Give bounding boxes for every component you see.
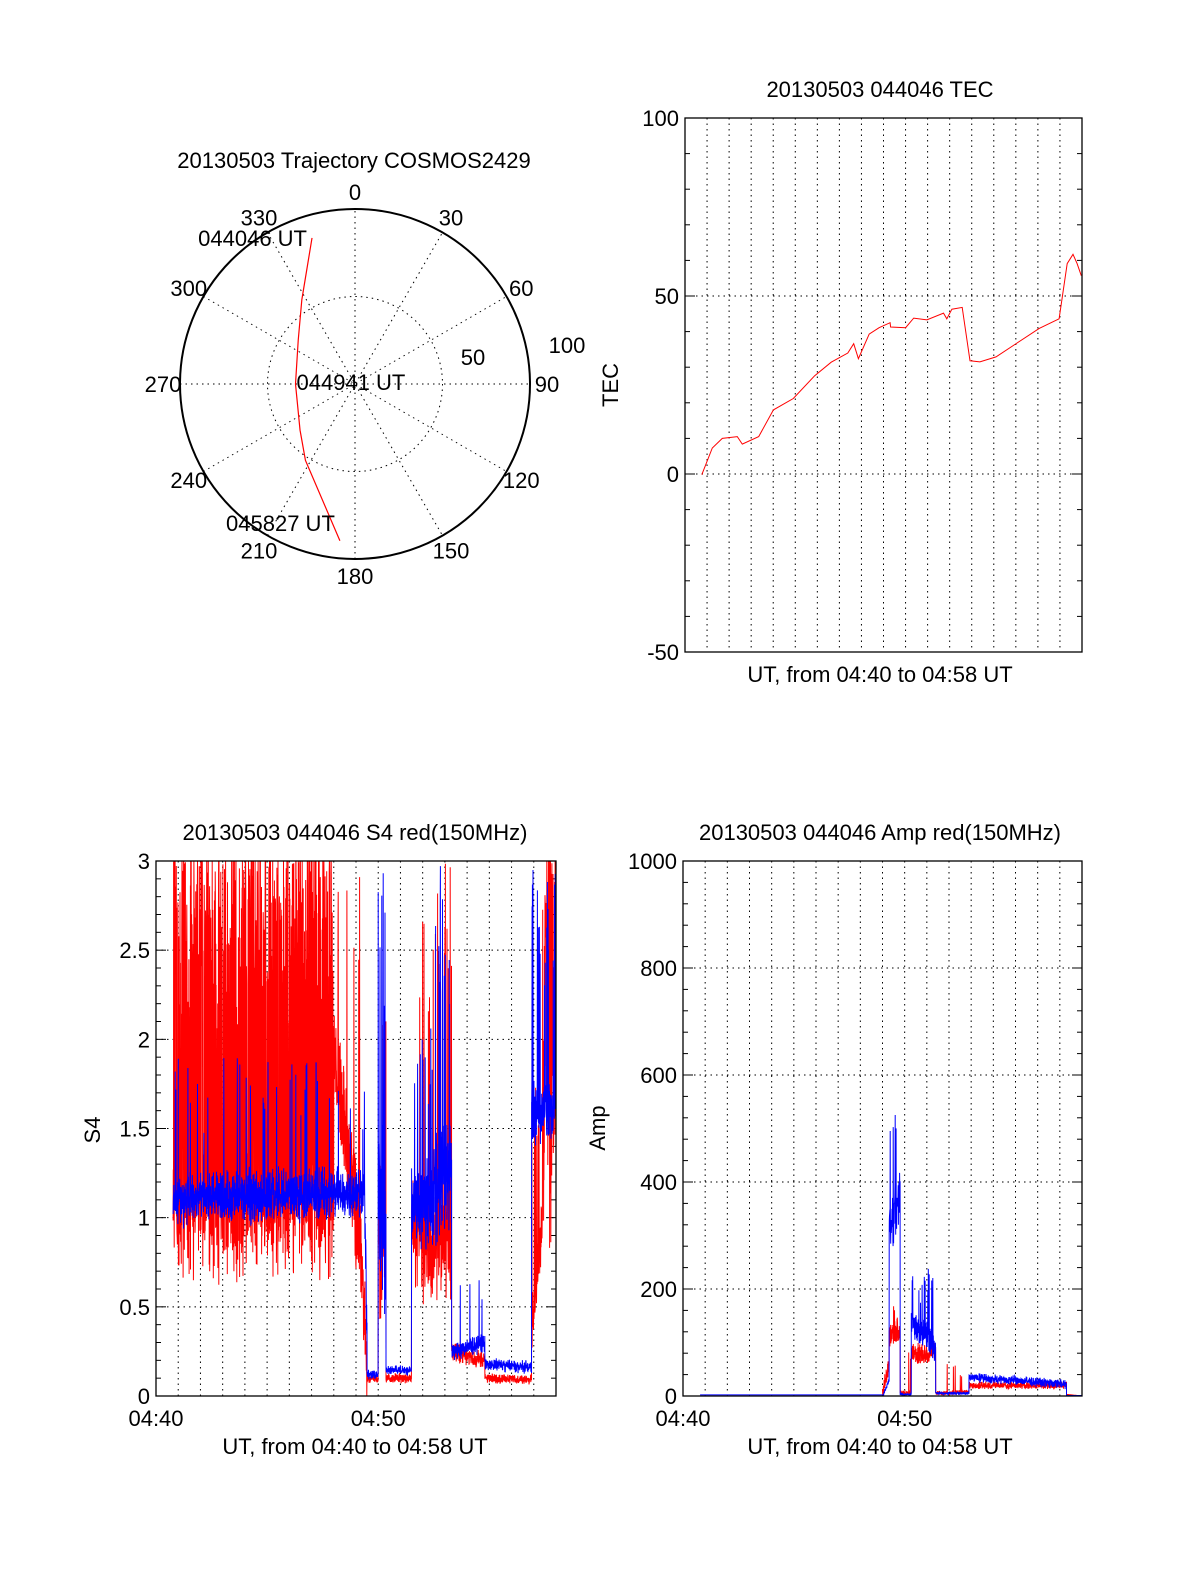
s4-y-tick-label: 3 (138, 849, 150, 874)
tec-plot-frame (684, 117, 1083, 653)
s4-y-tick-label: 2.5 (119, 938, 150, 963)
polar-title: 20130503 Trajectory COSMOS2429 (177, 148, 530, 173)
s4-y-tick-label: 0.5 (119, 1295, 150, 1320)
polar-radial-gridline (267, 232, 443, 536)
tec-title: 20130503 044046 TEC (766, 77, 993, 102)
amp-y-tick-label: 0 (665, 1384, 677, 1409)
s4-xlabel: UT, from 04:40 to 04:58 UT (222, 1434, 487, 1459)
amp-xlabel: UT, from 04:40 to 04:58 UT (747, 1434, 1012, 1459)
amp-title: 20130503 044046 Amp red(150MHz) (699, 820, 1061, 845)
polar-inner-circle (267, 296, 443, 472)
polar-angle-label: 300 (170, 276, 207, 301)
amp-y-tick-label: 200 (640, 1277, 677, 1302)
tec-y-tick-label: -50 (647, 640, 679, 665)
polar-angle-label: 240 (170, 468, 207, 493)
polar-radial-gridline (203, 296, 507, 472)
s4-title: 20130503 044046 S4 red(150MHz) (183, 820, 528, 845)
s4-y-tick-label: 0 (138, 1384, 150, 1409)
s4-plot (155, 860, 557, 1397)
polar-radial-gridline (267, 232, 443, 536)
polar-angle-label: 270 (145, 372, 182, 397)
s4-plot-frame (155, 860, 557, 1397)
s4-y-tick-label: 2 (138, 1027, 150, 1052)
amp-y-tick-label: 400 (640, 1170, 677, 1195)
s4-x-tick-label: 04:50 (351, 1406, 406, 1431)
s4-y-tick-label: 1 (138, 1206, 150, 1231)
tec-plot (684, 117, 1083, 653)
polar-radial-label: 100 (549, 333, 586, 358)
amp-x-tick-label: 04:50 (877, 1406, 932, 1431)
polar-radial-gridline (203, 296, 507, 472)
s4-series-blue (172, 866, 557, 1380)
polar-angle-label: 330 (241, 206, 278, 231)
tec-series-TEC (701, 253, 1082, 475)
s4-y-tick-label: 1.5 (119, 1117, 150, 1142)
amp-ylabel: Amp (585, 1105, 610, 1150)
s4-x-tick-label: 04:40 (128, 1406, 183, 1431)
tec-xlabel: UT, from 04:40 to 04:58 UT (747, 662, 1012, 687)
polar-angle-label: 210 (241, 538, 278, 563)
polar-angle-label: 0 (349, 180, 361, 205)
polar-angle-label: 180 (337, 564, 374, 589)
amp-plot (682, 860, 1083, 1397)
trajectory-line (294, 237, 341, 542)
polar-angle-label: 120 (503, 468, 540, 493)
polar-angle-label: 150 (433, 538, 470, 563)
amp-plot-frame (682, 860, 1083, 1397)
amp-x-tick-label: 04:40 (655, 1406, 710, 1431)
amp-y-tick-label: 1000 (628, 849, 677, 874)
tec-y-tick-label: 100 (642, 106, 679, 131)
trajectory-time-label: 044046 UT (198, 226, 307, 251)
amp-y-tick-label: 600 (640, 1063, 677, 1088)
trajectory-time-label: 044941 UT (297, 370, 406, 395)
polar-radial-label: 50 (461, 345, 485, 370)
polar-angle-label: 90 (535, 372, 559, 397)
polar-plot (179, 208, 531, 560)
amp-y-tick-label: 800 (640, 956, 677, 981)
tec-y-tick-label: 50 (655, 284, 679, 309)
polar-angle-label: 60 (509, 276, 533, 301)
s4-ylabel: S4 (80, 1117, 105, 1144)
trajectory-time-label: 045827 UT (226, 511, 335, 536)
tec-y-tick-label: 0 (667, 462, 679, 487)
amp-series-red (882, 1306, 1082, 1397)
amp-series-blue (700, 1114, 1082, 1397)
polar-angle-label: 30 (439, 206, 463, 231)
tec-ylabel: TEC (598, 363, 623, 407)
